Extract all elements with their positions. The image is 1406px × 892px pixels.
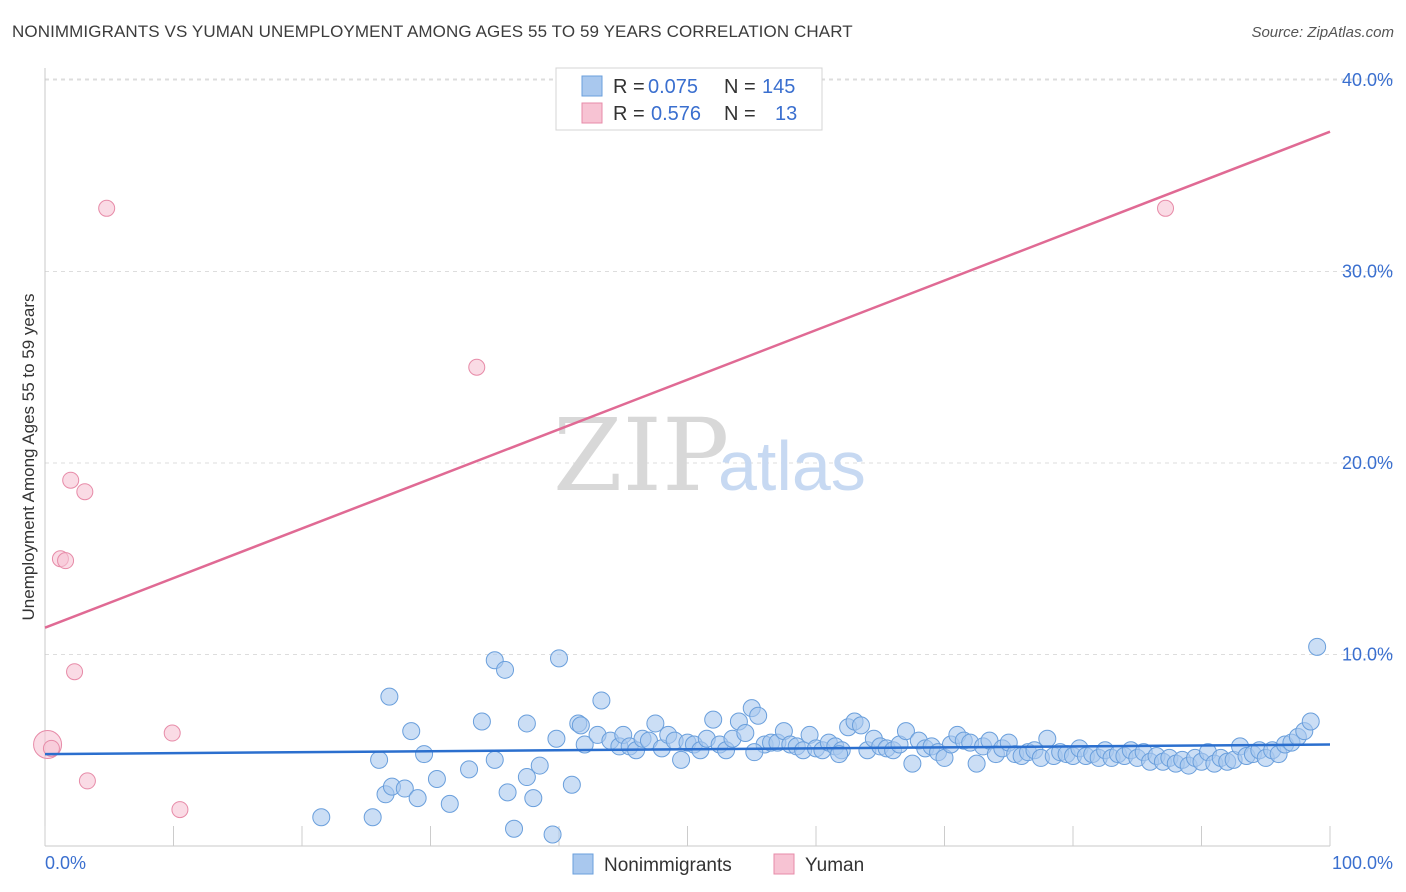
legend-swatch-nonimmigrants: [581, 75, 603, 97]
nonimmigrants-point-20: [517, 714, 536, 733]
nonimmigrants-point-4: [380, 687, 399, 706]
nonimmigrants-point-11: [440, 794, 459, 813]
yuman-point-9: [163, 724, 181, 742]
nonimmigrants-point-6: [395, 779, 414, 798]
yuman-points: [33, 199, 1175, 819]
nonimmigrants-point-143: [745, 743, 764, 762]
yuman-point-4: [62, 471, 80, 489]
x-tick-label-max: 100.0%: [1332, 853, 1393, 873]
nonimmigrants-point-31: [592, 691, 611, 710]
nonimmigrants-point-141: [1301, 712, 1320, 731]
nonimmigrants-point-17: [498, 783, 517, 802]
nonimmigrants-point-18: [505, 819, 524, 838]
trend-lines: [44, 130, 1331, 756]
nonimmigrants-point-14: [485, 750, 504, 769]
nonimmigrants-point-9: [415, 745, 434, 764]
yuman-point-1: [42, 739, 60, 757]
y-axis-label: Unemployment Among Ages 55 to 59 years: [19, 294, 38, 621]
watermark-atlas: atlas: [718, 427, 866, 505]
watermark-zip: ZIP: [553, 397, 729, 514]
nonimmigrants-point-0: [312, 808, 331, 827]
yuman-point-8: [98, 199, 116, 217]
legend-n-label-1: N =: [724, 76, 756, 98]
nonimmigrants-point-55: [749, 706, 768, 725]
y-tick-label-30: 30.0%: [1342, 262, 1393, 282]
nonimmigrants-point-142: [1308, 637, 1327, 656]
x-tick-labels: 0.0% 100.0%: [45, 853, 1393, 873]
nonimmigrants-point-39: [646, 714, 665, 733]
nonimmigrants-point-28: [571, 716, 590, 735]
nonimmigrants-points: [312, 637, 1327, 844]
bottom-legend-swatch-yuman: [773, 853, 795, 875]
yuman-point-3: [57, 552, 75, 570]
nonimmigrants-point-78: [896, 722, 915, 741]
bottom-legend-label-nonimmigrants: Nonimmigrants: [604, 855, 732, 876]
legend-r-label-2: R =: [613, 103, 645, 125]
nonimmigrants-point-7: [408, 789, 427, 808]
nonimmigrants-point-19: [517, 768, 536, 787]
nonimmigrants-point-25: [550, 649, 568, 668]
legend-r-label-1: R =: [613, 76, 645, 98]
nonimmigrants-trend-line: [44, 743, 1331, 756]
nonimmigrants-point-26: [562, 775, 581, 794]
yuman-point-6: [76, 483, 94, 501]
yuman-trend-line: [44, 130, 1331, 629]
nonimmigrants-point-71: [851, 716, 870, 735]
yuman-point-5: [66, 663, 84, 681]
nonimmigrants-point-48: [704, 710, 723, 729]
nonimmigrants-point-100: [1038, 729, 1057, 748]
y-tick-labels: 10.0% 20.0% 30.0% 40.0%: [1342, 70, 1393, 665]
yuman-point-12: [1157, 199, 1175, 217]
y-tick-label-10: 10.0%: [1342, 645, 1393, 665]
yuman-point-11: [468, 358, 486, 376]
nonimmigrants-point-13: [472, 712, 491, 731]
legend-r-value-1: 0.075: [648, 76, 698, 98]
y-tick-label-40: 40.0%: [1342, 70, 1393, 90]
nonimmigrants-point-2: [370, 750, 389, 769]
bottom-legend: Nonimmigrants Yuman: [572, 853, 864, 876]
nonimmigrants-point-53: [736, 724, 755, 743]
watermark: ZIP atlas: [553, 397, 866, 514]
nonimmigrants-point-1: [363, 808, 382, 827]
legend-n-value-2: 13: [775, 103, 797, 125]
nonimmigrants-point-22: [530, 756, 549, 775]
bottom-legend-label-yuman: Yuman: [805, 855, 864, 876]
legend-swatch-yuman: [581, 102, 603, 124]
nonimmigrants-point-79: [903, 754, 922, 773]
nonimmigrants-point-23: [543, 825, 562, 844]
y-tick-label-20: 20.0%: [1342, 453, 1393, 473]
yuman-point-10: [171, 801, 189, 819]
nonimmigrants-point-29: [575, 735, 594, 754]
chart-title: NONIMMIGRANTS VS YUMAN UNEMPLOYMENT AMON…: [12, 22, 853, 41]
yuman-point-7: [78, 772, 96, 790]
legend-n-value-1: 145: [762, 76, 795, 98]
legend-n-label-2: N =: [724, 103, 756, 125]
legend-r-value-2: 0.576: [651, 103, 701, 125]
nonimmigrants-point-89: [967, 754, 986, 773]
x-tick-label-min: 0.0%: [45, 853, 86, 873]
nonimmigrants-point-12: [460, 760, 479, 779]
bottom-legend-swatch-nonimmigrants: [572, 853, 594, 875]
nonimmigrants-point-8: [402, 722, 421, 741]
legend-box: R = 0.075 N = 145 R = 0.576 N = 13: [555, 67, 823, 131]
nonimmigrants-point-10: [427, 769, 446, 788]
nonimmigrants-point-16: [496, 660, 515, 679]
nonimmigrants-point-24: [547, 729, 566, 748]
x-ticks: [44, 826, 1331, 846]
nonimmigrants-point-43: [672, 750, 691, 769]
source-label: Source: ZipAtlas.com: [1251, 24, 1394, 41]
nonimmigrants-point-144: [830, 745, 849, 764]
nonimmigrants-point-21: [524, 789, 543, 808]
